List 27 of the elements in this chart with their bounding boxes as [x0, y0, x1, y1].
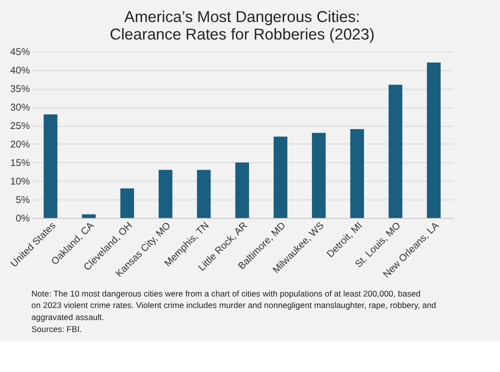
bar	[196, 170, 211, 218]
bar	[388, 84, 402, 218]
bar	[235, 162, 250, 218]
y-tick-label: 0%	[16, 213, 30, 224]
text: America’s Most Dangerous Cities:	[124, 8, 360, 26]
bar	[312, 132, 326, 218]
bar	[274, 136, 288, 218]
bar	[120, 188, 134, 218]
bar	[82, 214, 96, 218]
y-tick-label: 35%	[10, 84, 30, 95]
text: Clearance Rates for Robberies (2023)	[110, 26, 375, 44]
y-tick-label: 5%	[16, 194, 30, 206]
source-note: Sources: FBI.	[31, 324, 82, 334]
y-tick-label: 25%	[10, 120, 30, 132]
y-tick-label: 40%	[10, 65, 30, 76]
text: aggravated assault.	[31, 312, 104, 322]
y-tick-label: 15%	[10, 158, 30, 169]
y-tick-label: 20%	[10, 139, 30, 150]
bar	[44, 114, 58, 218]
text: on 2023 violent crime rates. Violent crime includes murder and nonnegligent manslaughter, rape, robbery, and	[31, 300, 437, 310]
text: Note: The 10 most dangerous cities were from a chart of cities with populations of at least 200,000, based	[31, 288, 421, 298]
bar	[426, 62, 441, 218]
bar	[158, 170, 172, 218]
y-tick-label: 30%	[10, 102, 30, 114]
bar	[350, 129, 364, 218]
y-tick-label: 45%	[10, 46, 30, 58]
y-tick-label: 10%	[10, 176, 30, 188]
